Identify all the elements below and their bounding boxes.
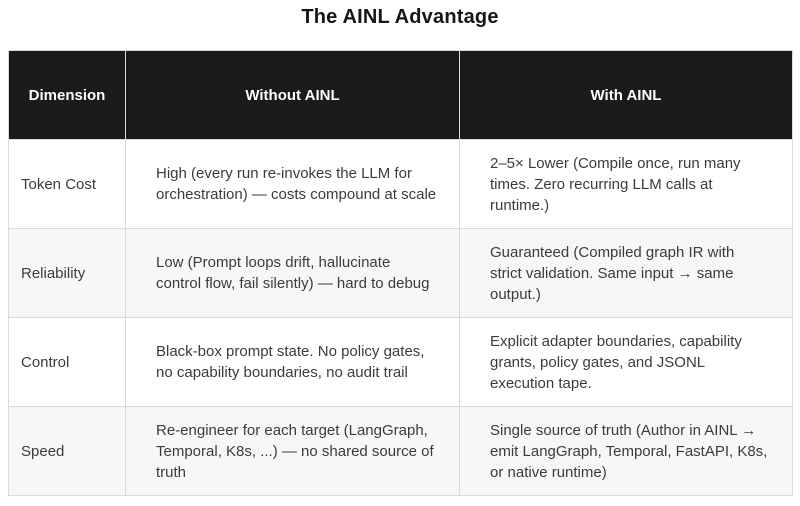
comparison-table: Dimension Without AINL With AINL Token C… — [8, 50, 793, 496]
dimension-label: Token Cost — [8, 139, 126, 229]
with-ainl-cell: Guaranteed (Compiled graph IR with stric… — [459, 228, 793, 318]
page-title: The AINL Advantage — [301, 6, 499, 28]
with-ainl-cell: Explicit adapter boundaries, capability … — [459, 317, 793, 407]
with-ainl-cell: 2–5× Lower (Compile once, run many times… — [459, 139, 793, 229]
table-row-speed: Speed Re-engineer for each target (LangG… — [8, 406, 793, 496]
dimension-label: Control — [8, 317, 126, 407]
table-row-control: Control Black-box prompt state. No polic… — [8, 317, 793, 407]
table-row-reliability: Reliability Low (Prompt loops drift, hal… — [8, 228, 793, 318]
table-header-row: Dimension Without AINL With AINL — [8, 50, 793, 140]
dimension-label: Speed — [8, 406, 126, 496]
without-ainl-cell: Low (Prompt loops drift, hallucinate con… — [125, 228, 460, 318]
dimension-label: Reliability — [8, 228, 126, 318]
header-cell-with-ainl: With AINL — [459, 50, 793, 140]
with-ainl-cell: Single source of truth (Author in AINL →… — [459, 406, 793, 496]
without-ainl-cell: Re-engineer for each target (LangGraph, … — [125, 406, 460, 496]
without-ainl-cell: Black-box prompt state. No policy gates,… — [125, 317, 460, 407]
header-cell-dimension: Dimension — [8, 50, 126, 140]
table-row-token-cost: Token Cost High (every run re-invokes th… — [8, 139, 793, 229]
header-cell-without-ainl: Without AINL — [125, 50, 460, 140]
without-ainl-cell: High (every run re-invokes the LLM for o… — [125, 139, 460, 229]
